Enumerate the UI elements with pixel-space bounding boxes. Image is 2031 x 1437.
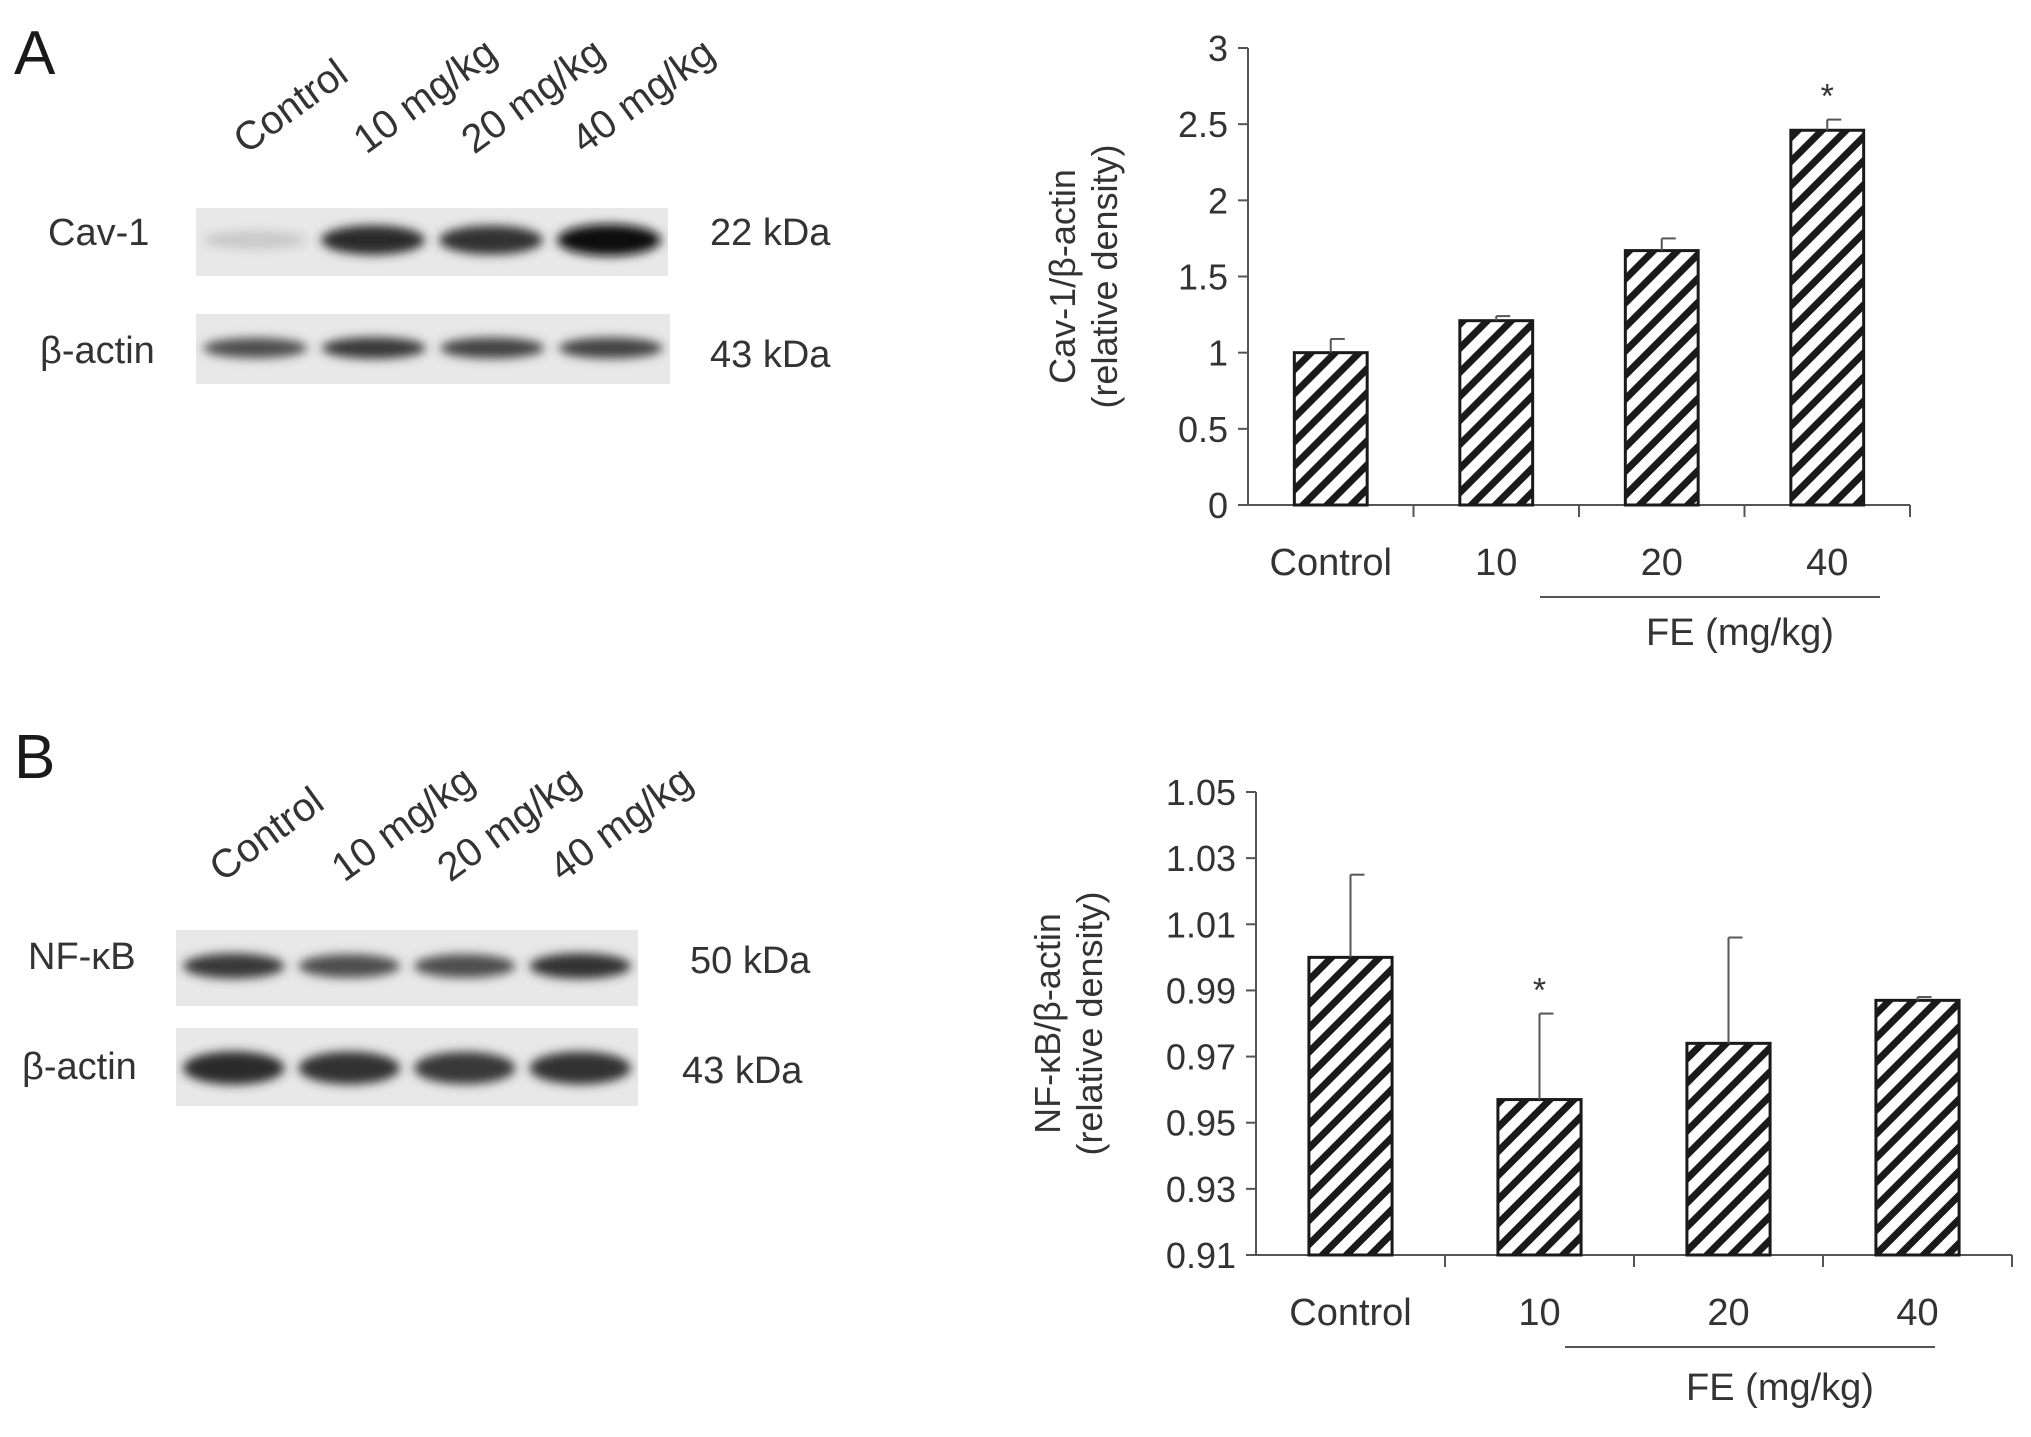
x-axis-label: FE (mg/kg) [1686, 1367, 1874, 1409]
y-tick-label: 1.05 [1166, 772, 1236, 813]
blot-band [529, 1051, 632, 1085]
bar [1789, 128, 1866, 507]
bar [1307, 955, 1394, 1257]
y-axis-label: NF-κB/β-actin [1027, 913, 1068, 1134]
blot-band [203, 337, 308, 359]
blot-band [413, 1051, 516, 1085]
blot-band [413, 954, 516, 978]
y-tick-label: 0.93 [1166, 1169, 1236, 1210]
blot-strip-nfkb [176, 930, 638, 1006]
y-tick-label: 3 [1208, 28, 1228, 69]
y-axis-label: Cav-1/β-actin [1042, 169, 1083, 384]
blot-band [529, 953, 632, 979]
blot-band [558, 337, 663, 359]
bar [1623, 249, 1700, 507]
blot-band [439, 225, 543, 255]
x-tick-label: 40 [1896, 1292, 1938, 1334]
blot-band [298, 1051, 401, 1085]
blot-band [182, 1051, 285, 1085]
y-tick-label: 1.01 [1166, 904, 1236, 945]
y-tick-label: 2 [1208, 180, 1228, 221]
bar [1874, 998, 1961, 1257]
protein-label: β-actin [22, 1046, 137, 1088]
molecular-weight-label: 22 kDa [710, 212, 831, 254]
x-tick-label: 10 [1518, 1292, 1560, 1334]
x-tick-label: 10 [1475, 542, 1517, 584]
y-tick-label: 0 [1208, 485, 1228, 526]
bar [1685, 1041, 1772, 1257]
panel-letter-a: A [14, 19, 56, 88]
x-tick-label: Control [1270, 542, 1393, 584]
y-tick-label: 0.99 [1166, 970, 1236, 1011]
bar [1292, 351, 1369, 507]
molecular-weight-label: 43 kDa [682, 1050, 803, 1092]
significance-marker: * [1533, 972, 1546, 1010]
y-tick-label: 0.91 [1166, 1235, 1236, 1276]
blot-band [321, 225, 425, 255]
blot-strip-cav1 [196, 208, 668, 276]
molecular-weight-label: 50 kDa [690, 940, 811, 982]
blot-band [298, 954, 401, 978]
y-tick-label: 0.5 [1178, 409, 1228, 450]
chart-b: 0.91 0.93 0.95 0.97 0.99 1.01 1.03 1.05 Control *… [1027, 772, 2013, 1409]
molecular-weight-label: 43 kDa [710, 334, 831, 376]
protein-label: NF-κB [28, 936, 136, 978]
blot-band [182, 953, 285, 979]
blot-band [321, 337, 426, 359]
y-tick-label: 0.95 [1166, 1103, 1236, 1144]
x-tick-label: 20 [1707, 1292, 1749, 1334]
y-tick-label: 1.03 [1166, 838, 1236, 879]
blot-band [440, 337, 545, 359]
bar [1458, 319, 1535, 507]
protein-label: β-actin [40, 330, 155, 372]
y-axis-label: (relative density) [1084, 144, 1125, 408]
panel-letter-b: B [14, 723, 56, 792]
significance-marker: * [1821, 78, 1834, 116]
y-tick-label: 2.5 [1178, 104, 1228, 145]
blot-strip-beta-actin [196, 314, 670, 384]
blot-band [557, 224, 661, 256]
y-tick-label: 1.5 [1178, 257, 1228, 298]
y-tick-label: 1 [1208, 333, 1228, 374]
blot-band [203, 230, 307, 250]
bar [1496, 1098, 1583, 1257]
x-axis-label: FE (mg/kg) [1646, 612, 1834, 654]
x-tick-label: Control [1289, 1292, 1412, 1334]
chart-a: 0 0.5 1 1.5 2 2.5 3 Control 10 20 * 40 FE (mg/kg) Cav… [1042, 28, 1911, 654]
x-tick-label: 40 [1806, 542, 1848, 584]
y-tick-label: 0.97 [1166, 1037, 1236, 1078]
blot-strip-beta-actin [176, 1028, 638, 1106]
y-axis-label: (relative density) [1069, 891, 1110, 1155]
protein-label: Cav-1 [48, 212, 150, 254]
x-tick-label: 20 [1641, 542, 1683, 584]
